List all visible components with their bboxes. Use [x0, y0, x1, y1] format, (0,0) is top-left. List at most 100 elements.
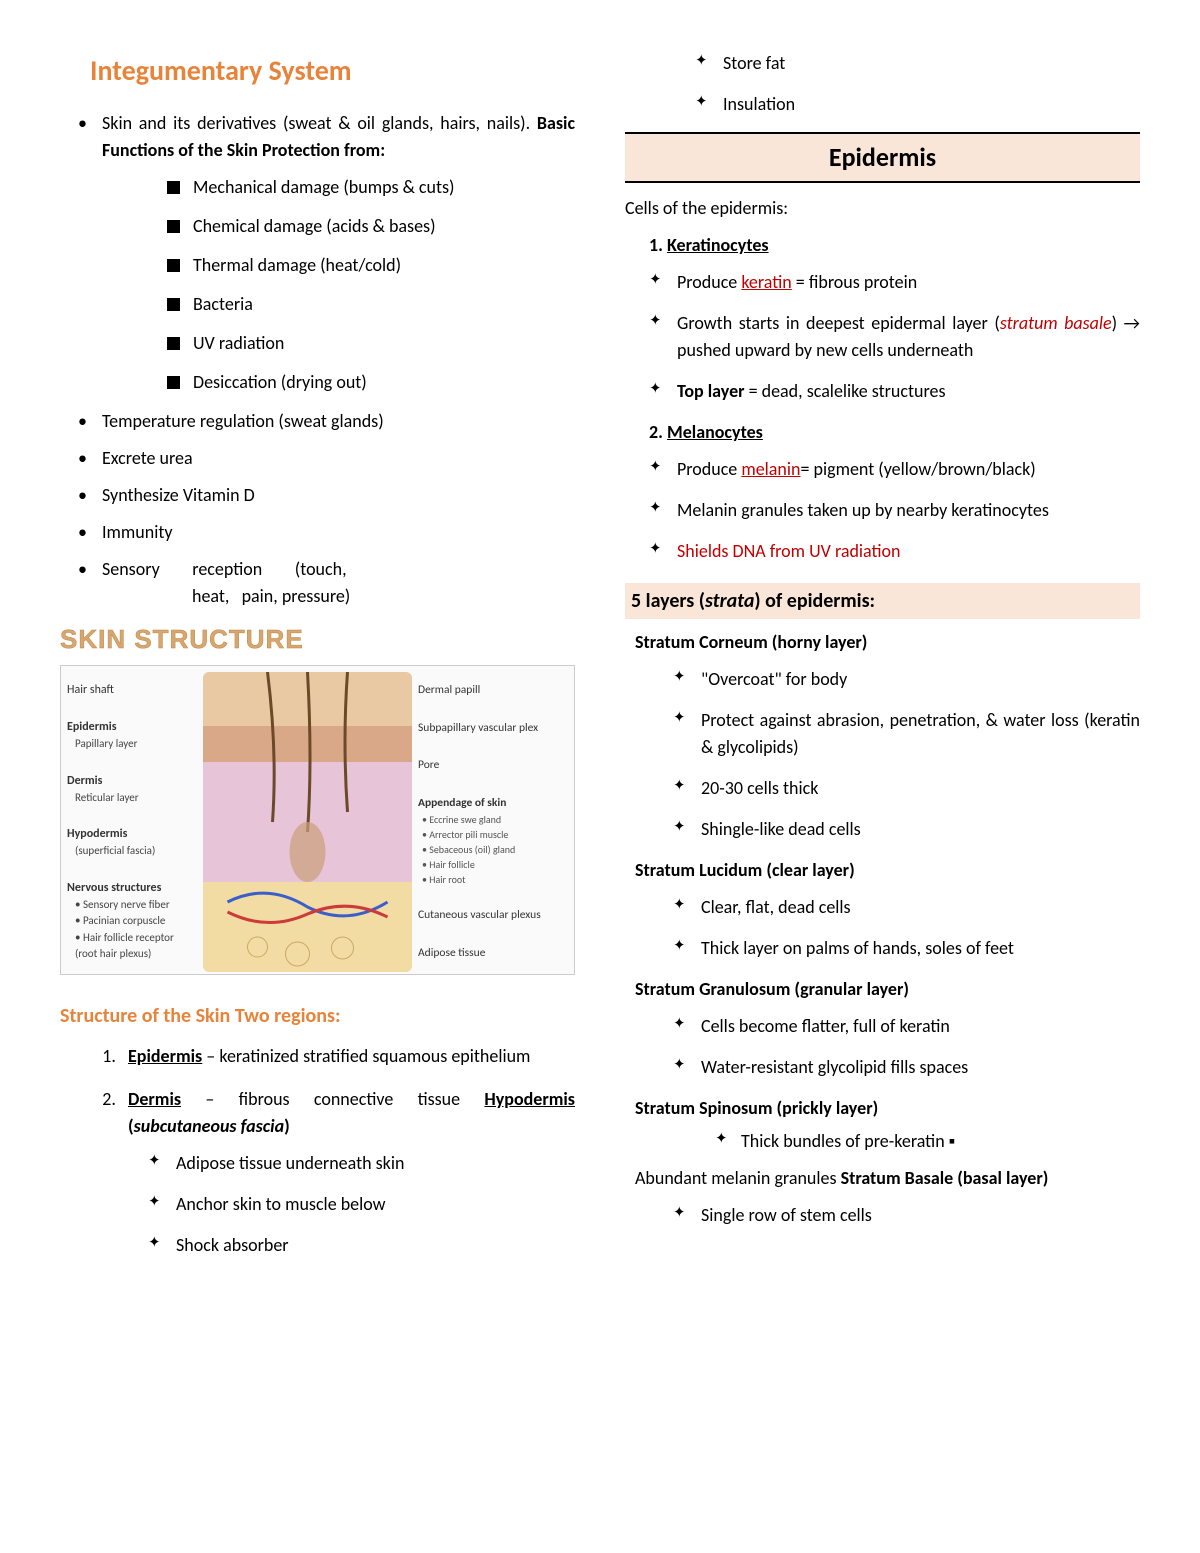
lbl-nerv2: • Pacinian corpuscle [67, 913, 197, 930]
hypodermis-bullets: Adipose tissue underneath skin Anchor sk… [128, 1150, 575, 1259]
lbl-pore: Pore [418, 757, 568, 774]
corneum-item: 20-30 cells thick [673, 775, 1140, 802]
basale-list: Single row of stem cells [625, 1202, 1140, 1229]
lbl-follicle: • Hair follicle [418, 857, 568, 872]
lbl-subpapillary: Subpapillary vascular plex [418, 720, 568, 737]
kerat-b2-red: stratum basale [1000, 312, 1112, 334]
layers-hd-post: ) of epidermis: [754, 589, 875, 613]
lbl-root: • Hair root [418, 872, 568, 887]
lbl-dermal-papill: Dermal papill [418, 682, 568, 699]
basale-item: Single row of stem cells [673, 1202, 1140, 1229]
granulosum-title: Stratum Granulosum (granular layer) [635, 976, 1140, 1003]
corneum-item: Protect against abrasion, penetration, &… [673, 707, 1140, 761]
layers-hd-pre: 5 layers ( [631, 589, 705, 613]
granulosum-item: Water-resistant glycolipid fills spaces [673, 1054, 1140, 1081]
right-column: Store fat Insulation Epidermis Cells of … [625, 50, 1140, 1275]
kerat-b3-post: = dead, scalelike structures [745, 380, 946, 402]
intro-item: Skin and its derivatives (sweat & oil gl… [78, 110, 575, 396]
sensory-line2: heat, pain, pressure) [102, 585, 350, 607]
melan-b3: Shields DNA from UV radiation [677, 540, 901, 562]
diagram-title: SKIN STRUCTURE [60, 620, 575, 659]
lbl-nerv3: • Hair follicle receptor [67, 930, 197, 947]
kerat-b2-pre: Growth starts in deepest epidermal layer… [677, 312, 1000, 334]
function-item: Immunity [78, 519, 575, 546]
protection-item: Chemical damage (acids & bases) [167, 213, 575, 240]
function-item-sensory: Sensory reception (touch, heat, pain, pr… [78, 556, 575, 610]
epidermis-heading: Epidermis [625, 132, 1140, 183]
lbl-nervous-hdr: Nervous structures [67, 879, 197, 897]
corneum-title: Stratum Corneum (horny layer) [635, 629, 1140, 656]
diagram-right-labels: Dermal papill Subpapillary vascular plex… [418, 672, 568, 972]
protection-item: Desiccation (drying out) [167, 369, 575, 396]
granulosum-list: Cells become flatter, full of keratin Wa… [625, 1013, 1140, 1081]
lbl-eccrine: • Eccrine swe gland [418, 812, 568, 827]
diagram-illustration [203, 672, 412, 972]
kerat-item: Top layer = dead, scalelike structures [649, 378, 1140, 405]
lbl-hair-shaft: Hair shaft [67, 681, 197, 699]
diagram-left-labels: Hair shaft Epidermis Papillary layer Der… [67, 672, 197, 972]
region1-label: Epidermis [128, 1045, 202, 1067]
region2-hypo: Hypodermis [484, 1088, 575, 1110]
region2-mid: – fibrous connective tissue [181, 1088, 484, 1110]
hypo-item: Adipose tissue underneath skin [148, 1150, 575, 1177]
lbl-papillary: Papillary layer [67, 736, 197, 753]
hypo-item: Shock absorber [148, 1232, 575, 1259]
left-column: Integumentary System Skin and its deriva… [60, 50, 575, 1275]
hypo-item: Insulation [695, 91, 1140, 118]
sensory-line1: Sensory reception (touch, [102, 558, 347, 580]
kerat-item: Growth starts in deepest epidermal layer… [649, 310, 1140, 364]
melan-b1-pre: Produce [677, 458, 741, 480]
intro-list: Skin and its derivatives (sweat & oil gl… [60, 110, 575, 610]
layers-heading: 5 layers (strata) of epidermis: [625, 583, 1140, 619]
lbl-sebaceous: • Sebaceous (oil) gland [418, 842, 568, 857]
keratinocytes-hd: 1. Keratinocytes [625, 232, 1140, 259]
melanocytes-hd: 2. Melanocytes [625, 419, 1140, 446]
melan-item: Shields DNA from UV radiation [649, 538, 1140, 565]
cells-intro: Cells of the epidermis: [625, 195, 1140, 222]
lbl-nerv1: • Sensory nerve fiber [67, 897, 197, 914]
melan-b1-post: = pigment (yellow/brown/black) [800, 458, 1035, 480]
kerat-b1-pre: Produce [677, 271, 741, 293]
kerat-b1-red: keratin [741, 271, 791, 293]
kerat-label: Keratinocytes [667, 234, 769, 256]
corneum-item: Shingle-like dead cells [673, 816, 1140, 843]
lbl-arrector: • Arrector pili muscle [418, 827, 568, 842]
lbl-adipose: Adipose tissue [418, 945, 568, 962]
region-epidermis: Epidermis – keratinized stratified squam… [120, 1043, 575, 1070]
melan-b1-red: melanin [741, 458, 800, 480]
lbl-hypodermis-sub: (superficial fascia) [67, 843, 197, 860]
kerat-b3-bold: Top layer [677, 380, 745, 402]
hypo-item: Anchor skin to muscle below [148, 1191, 575, 1218]
function-item: Excrete urea [78, 445, 575, 472]
region1-rest: – keratinized stratified squamous epithe… [202, 1045, 530, 1067]
kerat-b1-post: = fibrous protein [792, 271, 917, 293]
protection-item: Mechanical damage (bumps & cuts) [167, 174, 575, 201]
corneum-list: "Overcoat" for body Protect against abra… [625, 666, 1140, 843]
spinosum-inline: Thick bundles of pre-keratin ▪ [625, 1128, 1140, 1155]
layers-hd-ital: strata [705, 589, 754, 613]
melan-label: Melanocytes [667, 421, 763, 443]
function-item: Synthesize Vitamin D [78, 482, 575, 509]
melan-list: Produce melanin= pigment (yellow/brown/b… [625, 456, 1140, 565]
melan-num: 2. [649, 421, 667, 443]
lbl-cutaneous: Cutaneous vascular plexus [418, 907, 568, 924]
spinosum-tail1: Abundant melanin granules [635, 1167, 841, 1189]
lucidum-title: Stratum Lucidum (clear layer) [635, 857, 1140, 884]
lbl-epidermis: Epidermis [67, 720, 116, 734]
lucidum-item: Clear, flat, dead cells [673, 894, 1140, 921]
hypo-item: Store fat [695, 50, 1140, 77]
region2-hypo-ital: subcutaneous fascia [134, 1115, 285, 1137]
protection-item: Thermal damage (heat/cold) [167, 252, 575, 279]
spinosum-tail: Abundant melanin granules Stratum Basale… [625, 1165, 1140, 1192]
lbl-hypodermis: Hypodermis [67, 827, 127, 841]
granulosum-item: Cells become flatter, full of keratin [673, 1013, 1140, 1040]
lbl-appendage: Appendage of skin [418, 796, 506, 810]
lbl-dermis: Dermis [67, 774, 102, 788]
protection-list: Mechanical damage (bumps & cuts) Chemica… [102, 174, 575, 396]
spinosum-title: Stratum Spinosum (prickly layer) [635, 1095, 1140, 1122]
lucidum-item: Thick layer on palms of hands, soles of … [673, 935, 1140, 962]
page-title: Integumentary System [90, 50, 575, 92]
hypodermis-bullets-cont: Store fat Insulation [625, 50, 1140, 118]
structure-heading: Structure of the Skin Two regions: [60, 1001, 575, 1031]
lbl-nerv4: (root hair plexus) [67, 946, 197, 963]
